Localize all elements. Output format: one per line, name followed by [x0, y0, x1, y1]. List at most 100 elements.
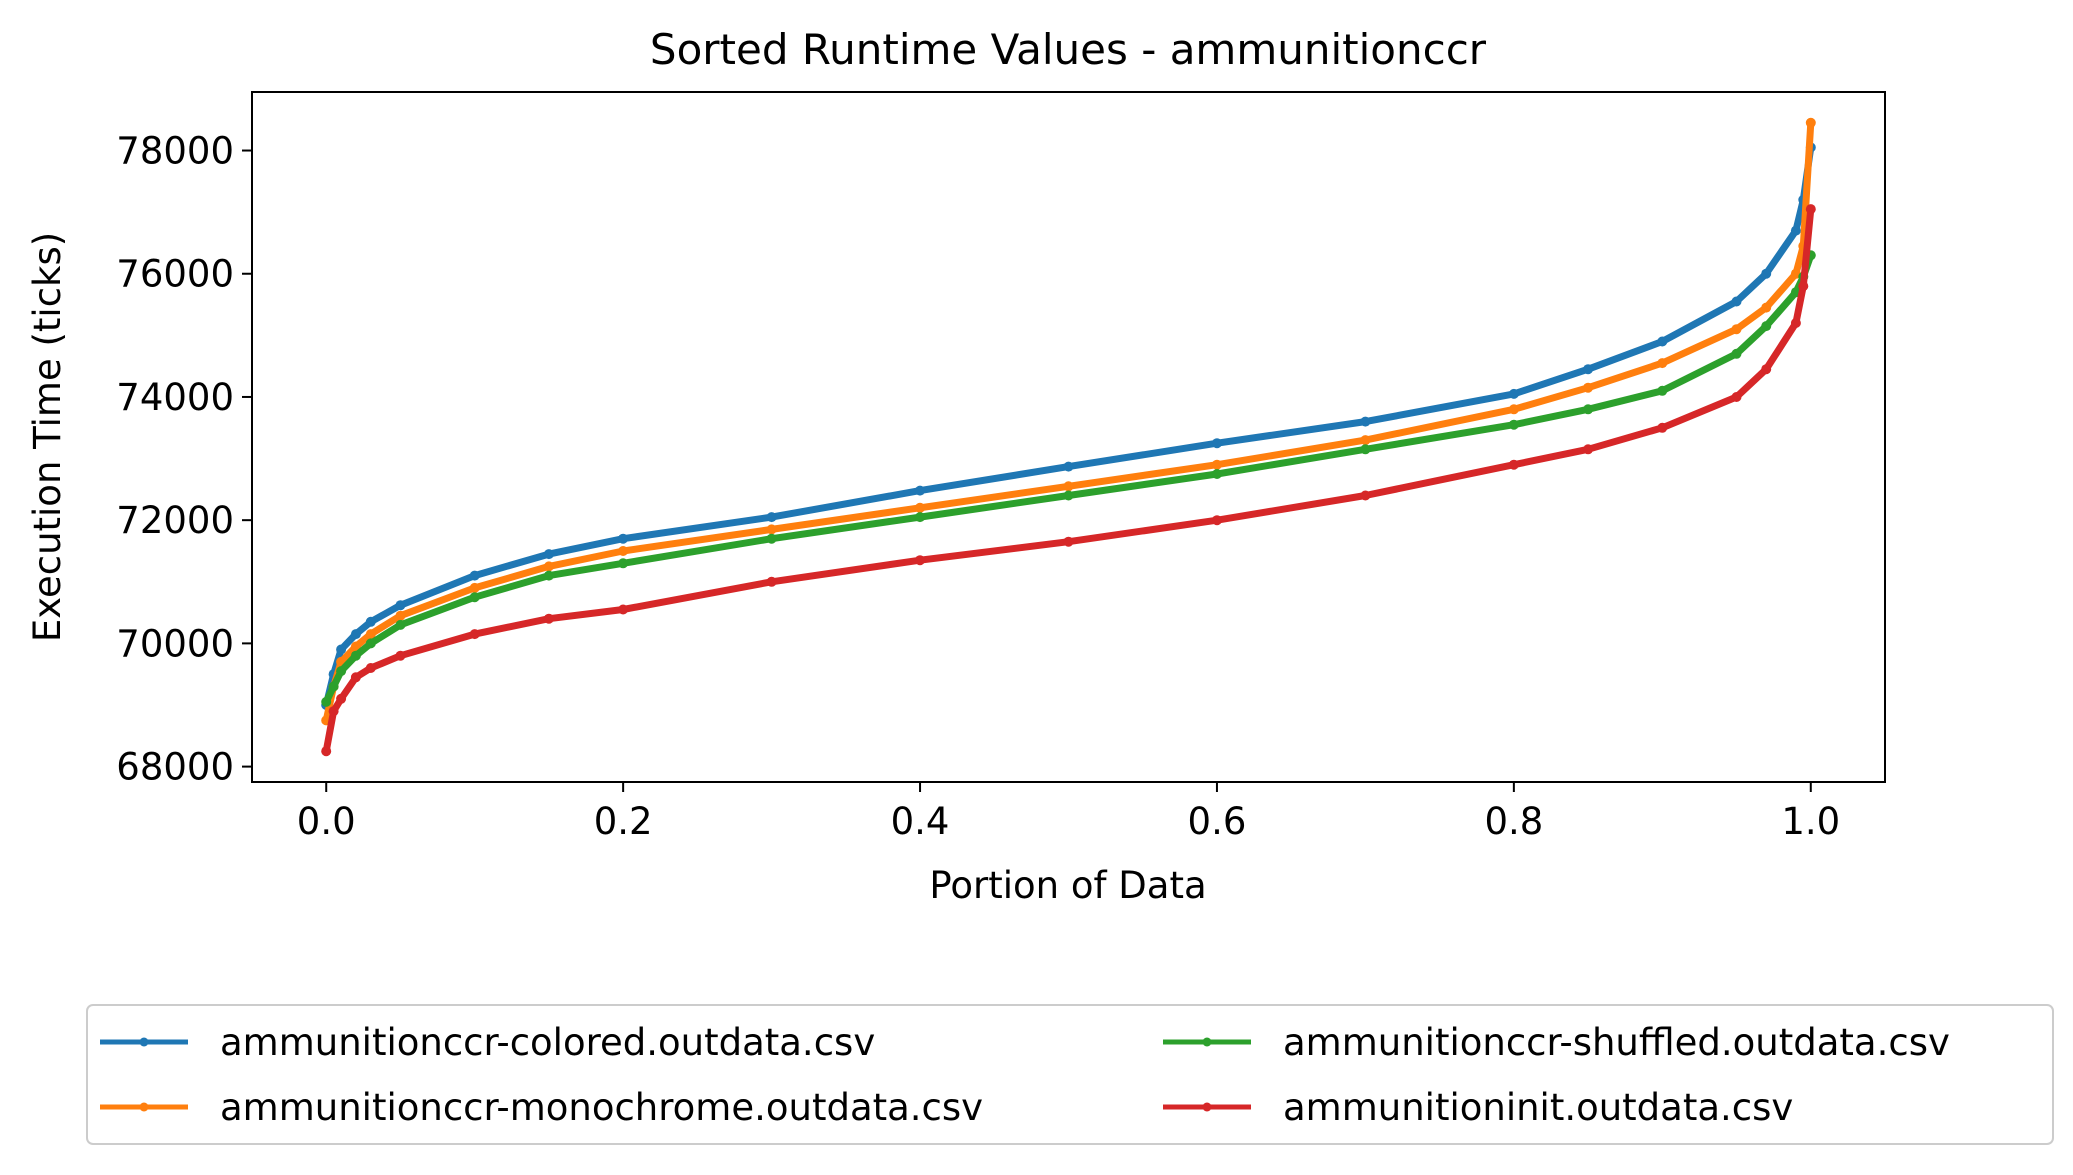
data-point [1583, 364, 1594, 375]
data-point [618, 604, 629, 615]
x-axis-label: Portion of Data [929, 864, 1206, 907]
data-point [1790, 318, 1801, 328]
data-point [1761, 268, 1772, 279]
series-line [322, 208, 1815, 752]
series-line [322, 146, 1815, 706]
series-layer [321, 117, 1816, 757]
y-axis: 68000 70000 72000 74000 76000 78000 [116, 130, 252, 789]
data-point [395, 600, 406, 611]
data-point [1805, 117, 1816, 128]
legend-label: ammunitionccr-monochrome.outdata.csv [220, 1086, 983, 1129]
data-point [1657, 385, 1668, 396]
data-point [1731, 296, 1742, 307]
data-point [1731, 392, 1742, 402]
y-axis-label: Execution Time (ticks) [26, 232, 69, 642]
data-point [395, 650, 406, 661]
data-point [469, 629, 480, 640]
x-tick-label: 0.2 [594, 800, 653, 843]
data-point [1657, 422, 1668, 433]
legend-entry: ammunitionccr-colored.outdata.csv [100, 1021, 875, 1064]
data-point [1063, 461, 1074, 472]
data-point [1761, 321, 1772, 332]
legend-entry: ammunitioninit.outdata.csv [1163, 1086, 1793, 1129]
data-point [336, 644, 347, 655]
x-tick-label: 0.6 [1188, 800, 1247, 843]
plot-frame [251, 91, 1886, 783]
x-tick-label: 0.0 [297, 800, 356, 843]
legend: ammunitionccr-colored.outdata.csv ammuni… [86, 1004, 2054, 1145]
data-point [1360, 435, 1371, 446]
data-point [328, 706, 339, 717]
data-point [618, 558, 629, 569]
data-point [1805, 204, 1816, 215]
series-line [322, 122, 1815, 722]
data-point [365, 629, 376, 640]
data-point [1583, 382, 1594, 393]
x-tick-label: 1.0 [1781, 800, 1840, 843]
data-point [915, 502, 925, 513]
data-point [1063, 481, 1074, 492]
data-point [350, 650, 361, 661]
y-tick-label: 74000 [116, 376, 234, 419]
data-point [766, 512, 777, 523]
data-point [328, 681, 339, 692]
data-point [766, 533, 777, 544]
legend-label: ammunitionccr-shuffled.outdata.csv [1283, 1021, 1950, 1064]
y-tick-label: 72000 [116, 499, 234, 542]
y-tick-label: 78000 [116, 130, 234, 173]
legend-marker-dot [139, 1037, 149, 1047]
data-point [1761, 364, 1772, 375]
series-line [323, 254, 1815, 704]
legend-entry: ammunitionccr-monochrome.outdata.csv [100, 1086, 983, 1129]
chart-title: Sorted Runtime Values - ammunitionccr [650, 25, 1487, 74]
data-point [1063, 490, 1074, 501]
data-point [1508, 404, 1519, 415]
data-point [1508, 419, 1519, 430]
data-point [543, 561, 554, 572]
data-point [395, 610, 406, 621]
data-point [1583, 404, 1594, 415]
data-point [1063, 536, 1074, 547]
data-point [1360, 416, 1371, 427]
data-point [395, 619, 406, 630]
legend-marker-dot [1202, 1037, 1212, 1047]
data-point [1790, 225, 1801, 236]
data-point [321, 746, 332, 757]
legend-marker-dot [139, 1102, 149, 1112]
y-tick-label: 76000 [116, 253, 234, 296]
data-point [336, 693, 347, 704]
data-point [1360, 444, 1371, 455]
legend-frame [86, 1004, 2054, 1145]
data-point [1583, 444, 1594, 455]
legend-marker-dot [1202, 1102, 1212, 1112]
data-point [543, 570, 554, 581]
data-point [1657, 336, 1668, 347]
data-point [1508, 388, 1519, 399]
data-point [365, 616, 376, 627]
data-point [915, 485, 925, 496]
data-point [1212, 515, 1222, 526]
data-point [1212, 459, 1222, 470]
data-point [1731, 348, 1742, 359]
data-point [1360, 490, 1371, 501]
data-point [1212, 469, 1222, 479]
data-point [350, 629, 361, 640]
data-point [915, 512, 925, 523]
x-axis: 0.0 0.2 0.4 0.6 0.8 1.0 [297, 782, 1840, 843]
data-point [1657, 358, 1668, 369]
legend-label: ammunitionccr-colored.outdata.csv [220, 1021, 875, 1064]
data-point [1508, 459, 1519, 470]
y-tick-label: 70000 [116, 622, 234, 665]
legend-label: ammunitioninit.outdata.csv [1283, 1086, 1793, 1129]
data-point [766, 576, 777, 587]
legend-entry: ammunitionccr-shuffled.outdata.csv [1163, 1021, 1950, 1064]
data-point [336, 666, 347, 677]
data-point [543, 549, 554, 560]
data-point [766, 524, 777, 535]
data-point [915, 555, 925, 566]
data-point [469, 582, 480, 593]
data-point [469, 570, 480, 581]
data-point [1731, 324, 1742, 335]
y-tick-label: 68000 [116, 746, 234, 789]
